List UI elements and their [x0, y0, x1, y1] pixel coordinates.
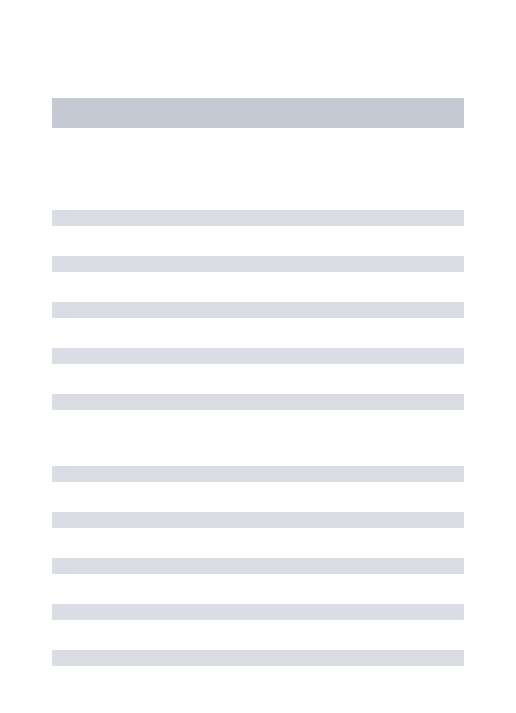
text-line-placeholder: [52, 558, 464, 574]
paragraph-placeholder-1: [52, 210, 464, 410]
text-line-placeholder: [52, 604, 464, 620]
title-placeholder: [52, 98, 464, 128]
paragraph-placeholder-2: [52, 466, 464, 666]
skeleton-container: [0, 0, 516, 666]
text-line-placeholder: [52, 302, 464, 318]
text-line-placeholder: [52, 210, 464, 226]
text-line-placeholder: [52, 348, 464, 364]
text-line-placeholder: [52, 466, 464, 482]
text-line-placeholder: [52, 650, 464, 666]
text-line-placeholder: [52, 394, 464, 410]
text-line-placeholder: [52, 512, 464, 528]
text-line-placeholder: [52, 256, 464, 272]
